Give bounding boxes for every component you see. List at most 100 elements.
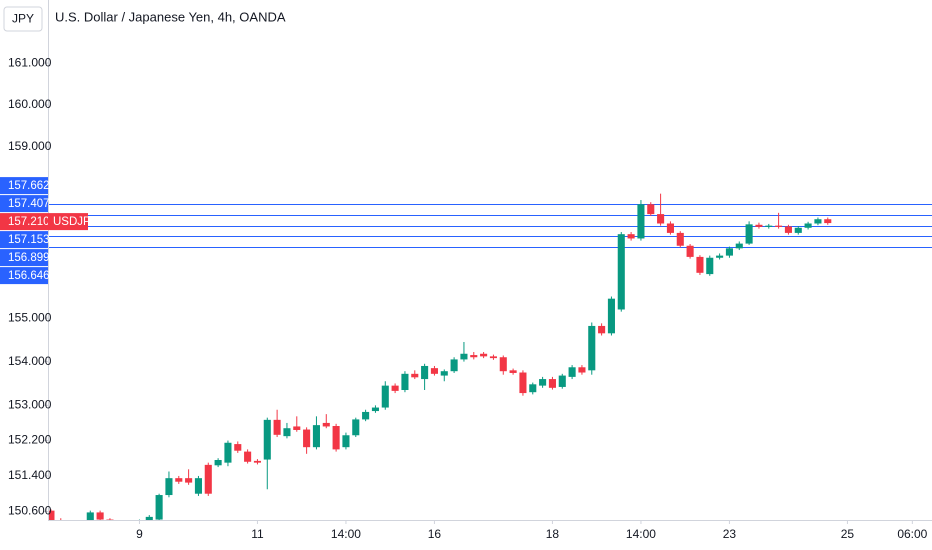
candle-body xyxy=(725,248,733,256)
y-tick-label: 160.000 xyxy=(8,97,52,111)
candle-body xyxy=(617,234,625,310)
candle-body xyxy=(165,478,173,496)
x-tick-label: 18 xyxy=(546,527,560,541)
candle-body xyxy=(391,385,399,391)
price-label-text: 157.407 xyxy=(8,198,50,210)
candle-body xyxy=(814,219,822,224)
candle-body xyxy=(568,367,576,377)
candle-body xyxy=(676,232,684,246)
candle-body xyxy=(224,442,232,463)
candle-body xyxy=(440,371,448,376)
candle-body xyxy=(686,245,694,257)
candle-body xyxy=(548,379,556,388)
candle-body xyxy=(558,375,566,387)
candle-body xyxy=(293,426,301,430)
candle-body xyxy=(519,372,527,394)
candle-body xyxy=(362,411,370,420)
candle-body xyxy=(824,219,832,224)
candle-body xyxy=(784,226,792,233)
y-tick-label: 159.000 xyxy=(8,139,52,153)
candle-body xyxy=(706,257,714,275)
x-tick-label: 9 xyxy=(136,527,143,541)
x-tick-label: 14:00 xyxy=(331,527,361,541)
x-tick-label: 25 xyxy=(841,527,855,541)
candle-body xyxy=(352,419,360,436)
y-tick-label: 154.000 xyxy=(8,354,52,368)
candle-body xyxy=(371,407,379,412)
candle-body xyxy=(303,429,311,448)
candle-body xyxy=(283,428,291,437)
x-tick-label: 11 xyxy=(251,527,264,541)
chart-title: U.S. Dollar / Japanese Yen, 4h, OANDA xyxy=(55,9,286,24)
price-label-text: 156.899 xyxy=(8,252,50,264)
y-tick-label: 151.400 xyxy=(8,468,52,482)
candle-body xyxy=(509,370,517,373)
candle-body xyxy=(244,451,252,462)
candle-body xyxy=(588,325,596,371)
candle-body xyxy=(96,512,104,520)
x-tick-label: 16 xyxy=(428,527,442,541)
candle-body xyxy=(322,422,330,427)
candle-body xyxy=(401,373,409,391)
candle-body xyxy=(342,435,350,448)
candle-body xyxy=(578,367,586,373)
candle-body xyxy=(421,365,429,380)
candle-body xyxy=(273,419,281,435)
candle-body xyxy=(185,478,193,483)
candle-body xyxy=(794,227,802,233)
price-label-text: 157.662 xyxy=(8,180,50,192)
candle-body xyxy=(499,357,507,372)
candle-body xyxy=(253,460,261,463)
x-tick-label: 23 xyxy=(723,527,737,541)
candle-body xyxy=(155,495,163,520)
candle-body xyxy=(450,359,458,372)
candle-body xyxy=(716,255,724,258)
candle-body xyxy=(204,464,212,494)
candle-body xyxy=(657,214,665,224)
candle-body xyxy=(411,373,419,378)
y-tick-label: 153.000 xyxy=(8,398,52,412)
y-tick-label: 150.600 xyxy=(8,504,52,518)
candle-body xyxy=(312,425,320,448)
price-label-text: 156.646 xyxy=(8,270,50,282)
candle-body xyxy=(381,385,389,408)
candle-body xyxy=(489,356,497,359)
candle-body xyxy=(234,444,242,451)
candle-body xyxy=(647,204,655,215)
candle-body xyxy=(175,478,183,482)
candle-body xyxy=(637,204,645,239)
currency[interactable]: JPY xyxy=(12,12,34,26)
candle-body xyxy=(263,419,271,460)
candle-body xyxy=(745,224,753,244)
candle-body xyxy=(539,379,547,386)
candle-body xyxy=(735,243,743,249)
price-line-label xyxy=(0,177,48,195)
price-line-label xyxy=(0,249,48,267)
candle-body xyxy=(86,512,94,520)
candle-body xyxy=(48,510,55,520)
candle-body xyxy=(666,223,674,233)
candle-body xyxy=(765,225,773,227)
x-tick-label: 14:00 xyxy=(626,527,656,541)
candle-body xyxy=(470,355,478,358)
y-tick-label: 155.000 xyxy=(8,310,52,324)
symbol-tag xyxy=(48,213,88,231)
candle-body xyxy=(214,459,222,466)
price-label-text: 157.210 xyxy=(8,216,50,228)
candle-body xyxy=(194,478,202,494)
candle-body xyxy=(775,225,783,227)
candle-body xyxy=(696,256,704,273)
candle-body xyxy=(332,426,340,450)
candle-body xyxy=(598,325,606,334)
y-tick-label: 161.000 xyxy=(8,55,52,69)
price-line-label xyxy=(0,267,48,285)
currency-button[interactable] xyxy=(3,6,43,32)
candle-body xyxy=(460,353,468,360)
price-line-label xyxy=(0,231,48,249)
candle-body xyxy=(607,298,615,334)
symbol-text: USDJPY xyxy=(53,216,99,228)
last-price-label xyxy=(0,213,48,231)
axes: 161.000 160.000 159.000 155.000 154.000 153.0… xyxy=(0,55,928,541)
